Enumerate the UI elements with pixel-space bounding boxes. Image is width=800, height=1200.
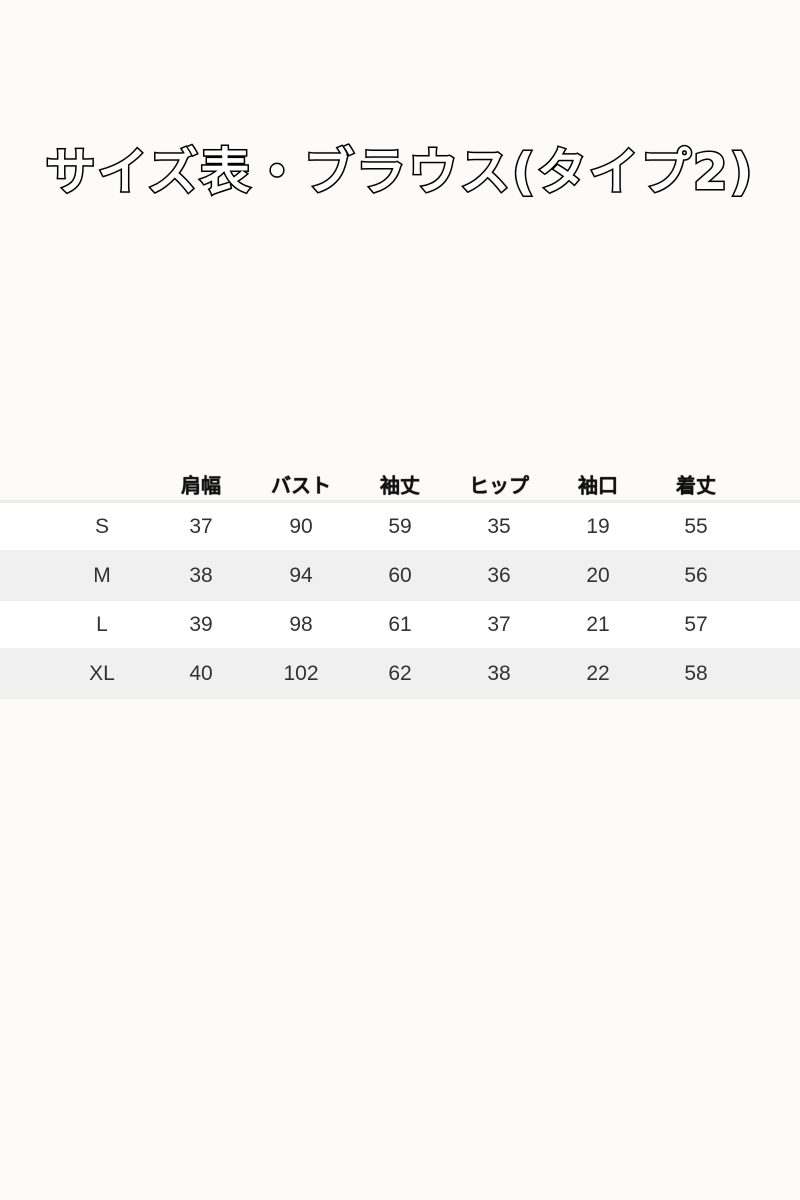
measurement-cell: 37 [189,514,213,538]
size-label: L [96,612,108,636]
measurement-cell: 38 [189,563,213,587]
measurement-cell: 55 [684,514,708,538]
column-header: 着丈 [675,473,717,499]
measurement-cell: 102 [283,661,319,685]
measurement-cell: 62 [388,661,412,685]
size-label: XL [89,661,115,685]
table-row: S 37 90 59 35 19 55 [0,503,800,550]
measurement-cell: 19 [586,514,610,538]
measurement-cell: 36 [487,563,511,587]
table-row: M 38 94 60 36 20 56 [0,550,800,601]
measurement-cell: 21 [586,612,610,636]
measurement-cell: 59 [388,514,412,538]
measurement-cell: 58 [684,661,708,685]
measurement-cell: 60 [388,563,412,587]
measurement-cell: 61 [388,612,412,636]
column-header: 肩幅 [180,473,222,499]
table-header: 肩幅 バスト 袖丈 ヒップ 袖口 着丈 [0,468,800,503]
measurement-cell: 98 [289,612,313,636]
measurement-cell: 35 [487,514,511,538]
measurement-cell: 20 [586,563,610,587]
column-header: 袖丈 [379,473,421,499]
size-table: 肩幅 バスト 袖丈 ヒップ 袖口 着丈 S 37 90 59 35 19 55 M 38 94 60 36 20 5… [0,468,800,699]
table-row: L 39 98 61 37 21 57 [0,601,800,648]
column-header: バスト [270,473,332,499]
measurement-cell: 22 [586,661,610,685]
measurement-cell: 90 [289,514,313,538]
measurement-cell: 39 [189,612,213,636]
column-header: ヒップ [468,473,530,499]
measurement-cell: 94 [289,563,313,587]
page-title: サイズ表・ブラウス(タイプ2) [44,142,755,203]
measurement-cell: 40 [189,661,213,685]
column-header: 袖口 [577,473,619,499]
measurement-cell: 38 [487,661,511,685]
measurement-cell: 37 [487,612,511,636]
size-label: S [94,514,109,538]
size-label: M [93,563,111,587]
measurement-cell: 57 [684,612,708,636]
measurement-cell: 56 [684,563,708,587]
table-row: XL 40 102 62 38 22 58 [0,648,800,699]
